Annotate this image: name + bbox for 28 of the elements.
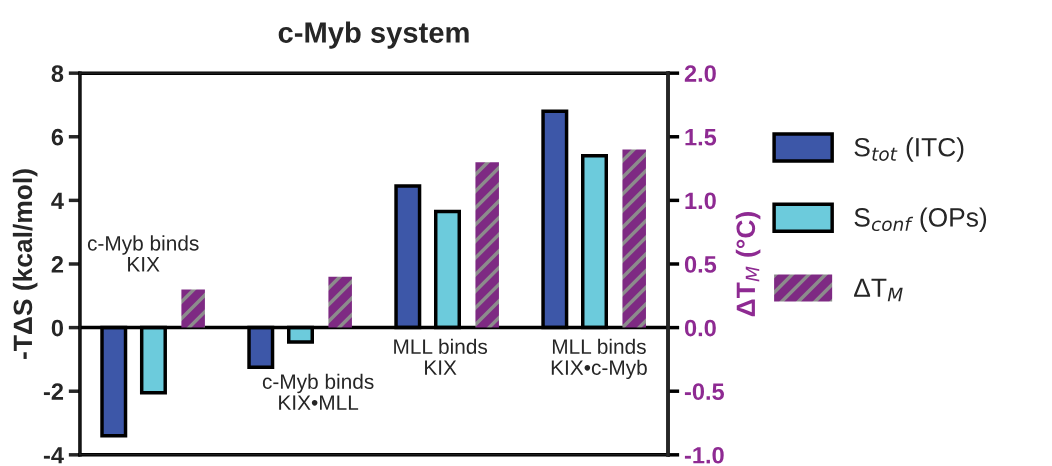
chart-title: c-Myb system bbox=[278, 21, 469, 49]
y-axis-title: -TΔS (kcal/mol) bbox=[12, 169, 38, 359]
y2-axis-title: ΔT$_{M}$ (°C) bbox=[735, 212, 761, 317]
x-tick-label: MLL binds KIX•c-Myb bbox=[551, 338, 647, 380]
legend-label: ΔT$_{M}$ bbox=[854, 278, 903, 302]
y2-tick-label: 0.0 bbox=[684, 319, 716, 337]
y-tick-label: -4 bbox=[43, 447, 64, 464]
y-tick-label: 8 bbox=[51, 65, 64, 82]
y2-tick-label: -1.0 bbox=[684, 446, 724, 464]
y-tick-label: -2 bbox=[43, 383, 64, 400]
legend-label: S$_{conf}$ (OPs) bbox=[854, 207, 987, 232]
y-tick-label: 0 bbox=[51, 319, 64, 337]
bar bbox=[475, 162, 499, 328]
x-tick-label: c-Myb binds KIX•MLL bbox=[262, 373, 374, 410]
y2-tick-label: 0.5 bbox=[684, 256, 717, 273]
y-tick-label: 4 bbox=[51, 192, 64, 209]
legend-label: S$_{tot}$ (ITC) bbox=[854, 137, 964, 162]
bar bbox=[622, 149, 646, 328]
y2-tick-label: 1.5 bbox=[685, 129, 717, 146]
y2-tick-label: 2.0 bbox=[684, 65, 716, 82]
y-tick-label: 2 bbox=[51, 256, 64, 273]
x-tick-label: MLL binds KIX bbox=[394, 338, 488, 375]
y2-tick-label: 1.0 bbox=[685, 192, 716, 210]
y2-tick-label: -0.5 bbox=[684, 383, 725, 400]
y-tick-label: 6 bbox=[51, 128, 64, 146]
bar bbox=[181, 289, 205, 328]
bar bbox=[328, 276, 352, 328]
x-tick-label: c-Myb binds KIX bbox=[87, 235, 199, 272]
